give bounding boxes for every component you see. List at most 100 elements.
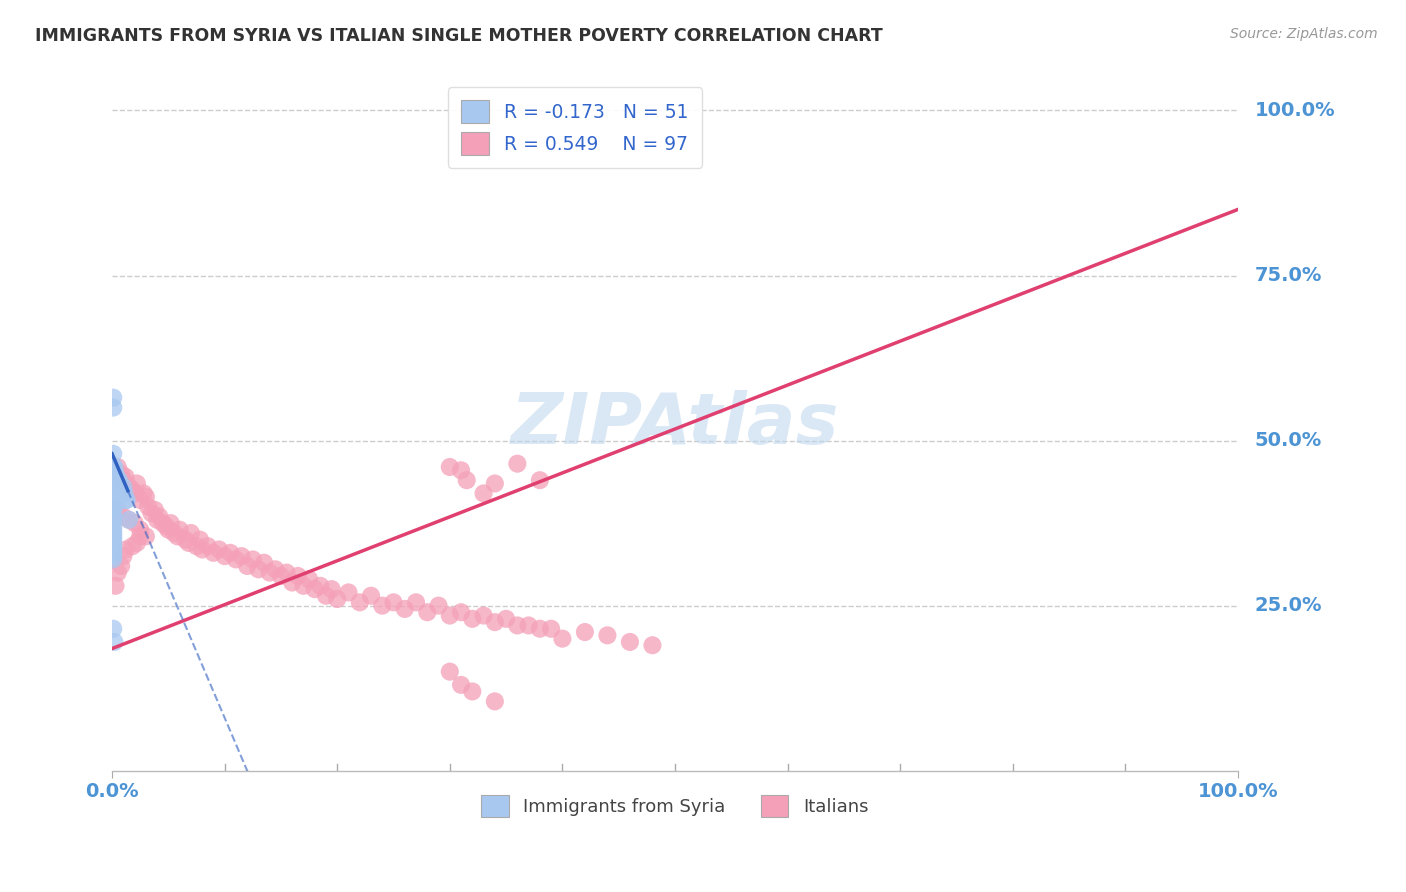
Point [111,486,134,500]
Point [214,549,236,563]
Point [517,618,540,632]
Point [247,562,270,576]
Point [281,575,304,590]
Point [574,625,596,640]
Point [337,585,360,599]
Point [405,595,427,609]
Point [456,473,478,487]
Point [371,599,394,613]
Point [143,503,166,517]
Point [107,473,129,487]
Point [125,536,148,550]
Point [529,473,551,487]
Point [104,473,127,487]
Point [287,569,309,583]
Point [103,533,125,547]
Point [427,599,450,613]
Point [129,523,152,537]
Text: ZIPAtlas: ZIPAtlas [510,390,839,458]
Text: 75.0%: 75.0% [1254,266,1322,285]
Point [107,503,129,517]
Point [103,549,125,563]
Point [118,480,141,494]
Point [108,480,131,494]
Point [132,486,155,500]
Point [219,546,242,560]
Point [529,622,551,636]
Point [177,536,200,550]
Point [136,500,159,514]
Point [103,467,125,481]
Legend: Immigrants from Syria, Italians: Immigrants from Syria, Italians [474,788,876,824]
Point [326,592,349,607]
Point [110,467,132,481]
Point [103,480,125,494]
Point [264,562,287,576]
Point [141,506,163,520]
Point [125,476,148,491]
Point [382,595,405,609]
Point [124,516,146,530]
Point [472,486,495,500]
Point [104,579,127,593]
Point [103,622,125,636]
Point [551,632,574,646]
Point [506,618,529,632]
Point [439,460,461,475]
Point [103,480,125,494]
Point [186,539,208,553]
Point [315,589,337,603]
Point [450,605,472,619]
Point [103,552,125,566]
Point [107,460,129,475]
Point [103,635,125,649]
Text: 25.0%: 25.0% [1254,596,1322,615]
Point [309,579,332,593]
Point [461,612,484,626]
Point [292,579,315,593]
Point [506,457,529,471]
Point [129,529,152,543]
Point [270,569,292,583]
Point [103,460,125,475]
Point [484,615,506,629]
Point [360,589,382,603]
Point [148,509,170,524]
Point [349,595,371,609]
Point [118,513,141,527]
Point [112,549,135,563]
Point [103,513,125,527]
Point [110,486,132,500]
Point [103,473,125,487]
Point [484,476,506,491]
Point [103,486,125,500]
Text: Source: ZipAtlas.com: Source: ZipAtlas.com [1230,27,1378,41]
Point [197,539,219,553]
Text: IMMIGRANTS FROM SYRIA VS ITALIAN SINGLE MOTHER POVERTY CORRELATION CHART: IMMIGRANTS FROM SYRIA VS ITALIAN SINGLE … [35,27,883,45]
Point [103,539,125,553]
Point [108,473,131,487]
Point [103,542,125,557]
Point [121,483,143,497]
Point [103,493,125,508]
Point [321,582,343,596]
Point [439,665,461,679]
Point [121,539,143,553]
Point [619,635,641,649]
Point [105,480,128,494]
Point [107,480,129,494]
Point [114,542,136,557]
Point [103,523,125,537]
Point [231,549,253,563]
Point [208,542,231,557]
Point [103,447,125,461]
Point [450,463,472,477]
Point [191,542,214,557]
Point [103,391,125,405]
Point [188,533,211,547]
Point [157,523,180,537]
Point [114,493,136,508]
Point [276,566,298,580]
Point [103,509,125,524]
Point [202,546,225,560]
